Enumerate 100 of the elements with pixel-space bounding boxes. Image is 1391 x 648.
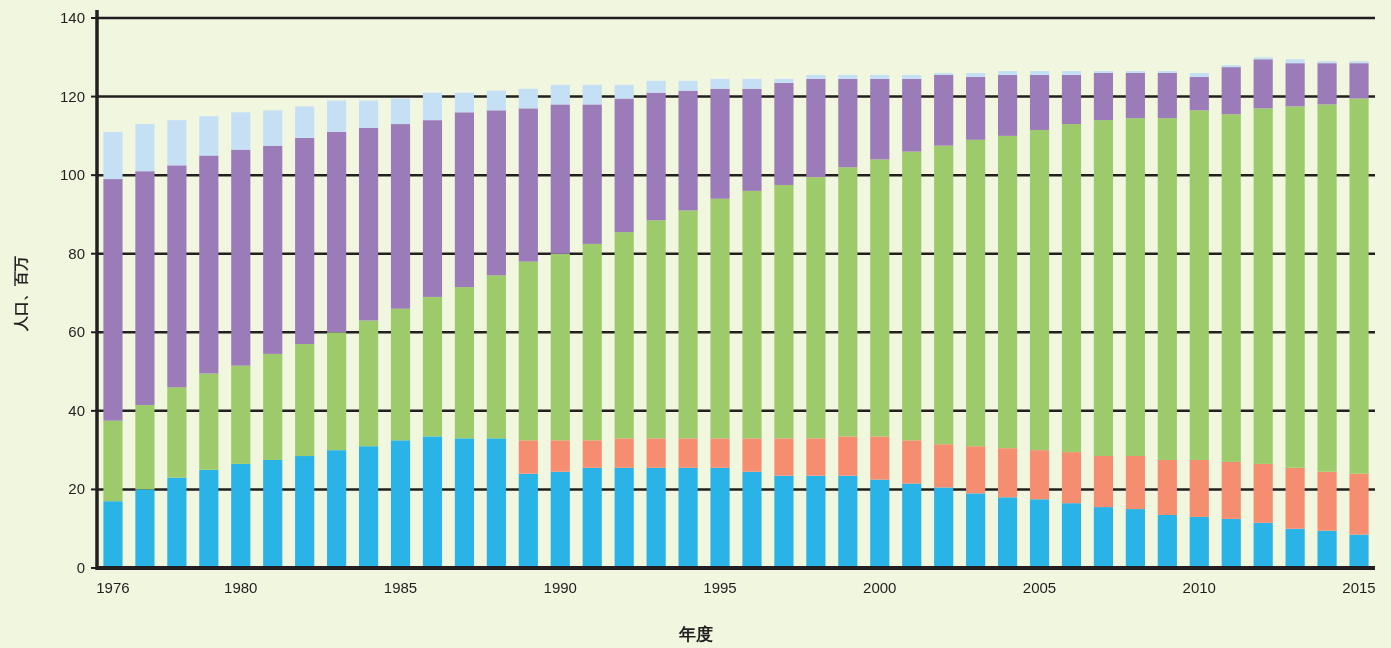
bar bbox=[710, 198, 730, 439]
bar bbox=[1285, 63, 1305, 107]
bar bbox=[774, 475, 794, 568]
bar bbox=[295, 137, 315, 345]
bar bbox=[966, 493, 986, 568]
bar bbox=[806, 74, 826, 79]
bar bbox=[390, 98, 411, 125]
bar bbox=[486, 90, 506, 111]
y-tick-label: 80 bbox=[68, 244, 85, 262]
bar bbox=[774, 78, 794, 83]
bar bbox=[1029, 129, 1050, 451]
bar bbox=[614, 98, 634, 233]
bar bbox=[678, 438, 698, 468]
bar bbox=[1061, 74, 1082, 125]
bar bbox=[358, 100, 379, 128]
x-tick-label: 1976 bbox=[96, 579, 130, 596]
bar bbox=[1125, 73, 1145, 119]
bar bbox=[1189, 516, 1209, 568]
bar bbox=[263, 353, 283, 460]
bar bbox=[135, 124, 155, 172]
bar bbox=[135, 489, 155, 568]
bar bbox=[263, 145, 283, 354]
x-tick-label: 1990 bbox=[543, 579, 577, 596]
bar bbox=[263, 459, 283, 568]
bar bbox=[678, 80, 698, 91]
bar bbox=[934, 145, 954, 445]
bar bbox=[1061, 452, 1082, 504]
bar bbox=[550, 440, 570, 472]
bar bbox=[1317, 530, 1337, 568]
bar bbox=[774, 184, 794, 439]
bar bbox=[327, 100, 347, 132]
bar bbox=[870, 436, 890, 480]
bar bbox=[390, 440, 411, 568]
bar bbox=[167, 477, 187, 568]
bar bbox=[774, 438, 794, 476]
bar bbox=[231, 112, 251, 150]
bar bbox=[1285, 106, 1305, 468]
bar bbox=[454, 438, 475, 568]
bar bbox=[327, 332, 347, 451]
bar bbox=[1221, 114, 1241, 462]
bar bbox=[1221, 67, 1241, 115]
bar bbox=[167, 387, 187, 478]
bar bbox=[902, 74, 922, 79]
bar bbox=[486, 110, 506, 276]
bar bbox=[1093, 120, 1114, 457]
bar bbox=[614, 84, 634, 99]
x-tick-label: 1980 bbox=[224, 579, 258, 596]
bar bbox=[295, 456, 315, 568]
bar bbox=[1221, 461, 1241, 519]
bar bbox=[646, 80, 666, 93]
bar bbox=[614, 232, 634, 439]
bar bbox=[838, 475, 858, 568]
y-tick-label: 60 bbox=[68, 323, 85, 341]
bar bbox=[902, 483, 922, 568]
bar bbox=[1125, 118, 1145, 457]
bar bbox=[1349, 473, 1369, 535]
bar bbox=[997, 135, 1018, 449]
bar bbox=[550, 253, 570, 441]
bar bbox=[582, 243, 602, 441]
bar bbox=[550, 471, 570, 568]
bar bbox=[486, 438, 506, 568]
bar bbox=[1189, 76, 1209, 111]
bar bbox=[422, 296, 443, 437]
bar bbox=[966, 446, 986, 494]
bar bbox=[1125, 509, 1145, 568]
bar bbox=[1349, 534, 1369, 568]
bar bbox=[358, 128, 379, 321]
bar bbox=[1189, 73, 1209, 77]
bar bbox=[390, 124, 411, 309]
bar bbox=[582, 84, 602, 105]
bar bbox=[135, 404, 155, 490]
bar bbox=[966, 139, 986, 447]
bar bbox=[838, 436, 858, 476]
bar bbox=[806, 78, 826, 178]
bar bbox=[1061, 124, 1082, 453]
bar bbox=[454, 112, 475, 288]
bar bbox=[1157, 459, 1177, 515]
bar bbox=[1285, 59, 1305, 64]
bar bbox=[135, 171, 155, 405]
y-tick-label: 0 bbox=[76, 559, 85, 576]
bar bbox=[295, 106, 315, 138]
bar bbox=[1349, 98, 1369, 474]
x-tick-label: 1985 bbox=[383, 579, 418, 596]
bar bbox=[806, 438, 826, 476]
x-tick-label: 2005 bbox=[1022, 579, 1057, 596]
bar bbox=[742, 438, 762, 472]
bar bbox=[806, 177, 826, 439]
bar bbox=[678, 210, 698, 439]
bar bbox=[1029, 74, 1050, 130]
bar bbox=[774, 82, 794, 185]
bar bbox=[870, 74, 890, 79]
bar bbox=[870, 159, 890, 437]
bar bbox=[1061, 503, 1082, 568]
x-axis-title: 年度 bbox=[678, 625, 713, 644]
bar bbox=[806, 475, 826, 568]
bar bbox=[1189, 110, 1209, 460]
bar bbox=[1253, 522, 1273, 568]
bar bbox=[295, 344, 315, 457]
bar bbox=[838, 74, 858, 79]
bar bbox=[358, 446, 379, 568]
